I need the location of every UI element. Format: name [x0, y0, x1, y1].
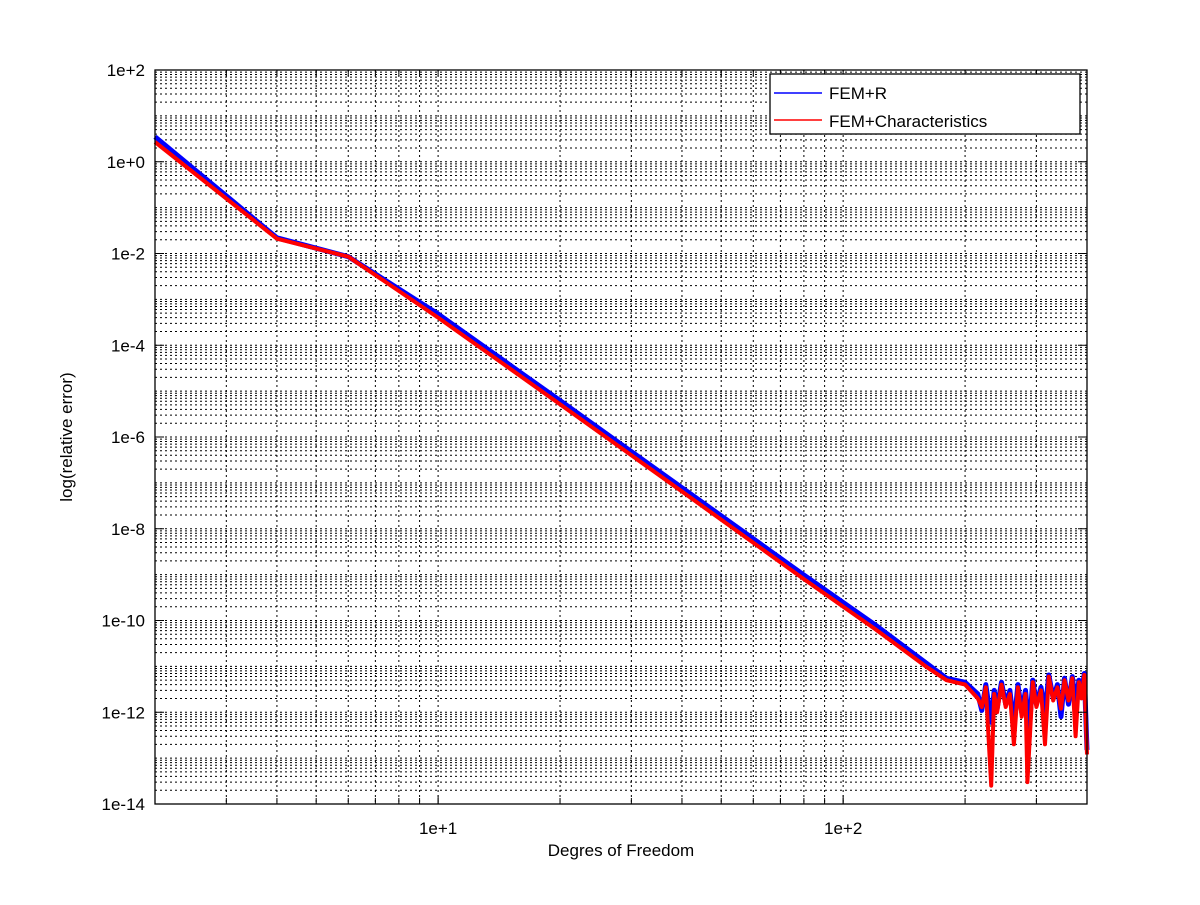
- x-tick-label: 1e+1: [419, 819, 457, 838]
- y-tick-label: 1e+0: [107, 153, 145, 172]
- y-tick-label: 1e-12: [102, 703, 145, 722]
- y-tick-labels: 1e-14 1e-12 1e-10 1e-8 1e-6 1e-4 1e-2 1e+0 1e+2: [102, 61, 145, 814]
- y-tick-label: 1e-14: [102, 795, 145, 814]
- y-axis-label: log(relative error): [57, 372, 76, 501]
- y-tick-label: 1e-8: [111, 520, 145, 539]
- y-tick-label: 1e-10: [102, 612, 145, 631]
- series-line-fem-characteristics: [153, 140, 1089, 788]
- x-tick-labels: 1e+1 1e+2: [419, 819, 862, 838]
- legend-label-fem-r: FEM+R: [829, 84, 887, 103]
- x-axis-label: Degres of Freedom: [548, 841, 694, 860]
- y-tick-label: 1e-6: [111, 428, 145, 447]
- x-tick-label: 1e+2: [824, 819, 862, 838]
- legend-label-fem-characteristics: FEM+Characteristics: [829, 112, 987, 131]
- series-group: [153, 134, 1090, 788]
- legend-box: [769, 73, 1081, 135]
- y-tick-label: 1e+2: [107, 61, 145, 80]
- y-tick-label: 1e-4: [111, 336, 145, 355]
- y-tick-label: 1e-2: [111, 245, 145, 264]
- legend: FEM+R FEM+Characteristics: [769, 73, 1081, 135]
- tick-marks: [155, 69, 1087, 805]
